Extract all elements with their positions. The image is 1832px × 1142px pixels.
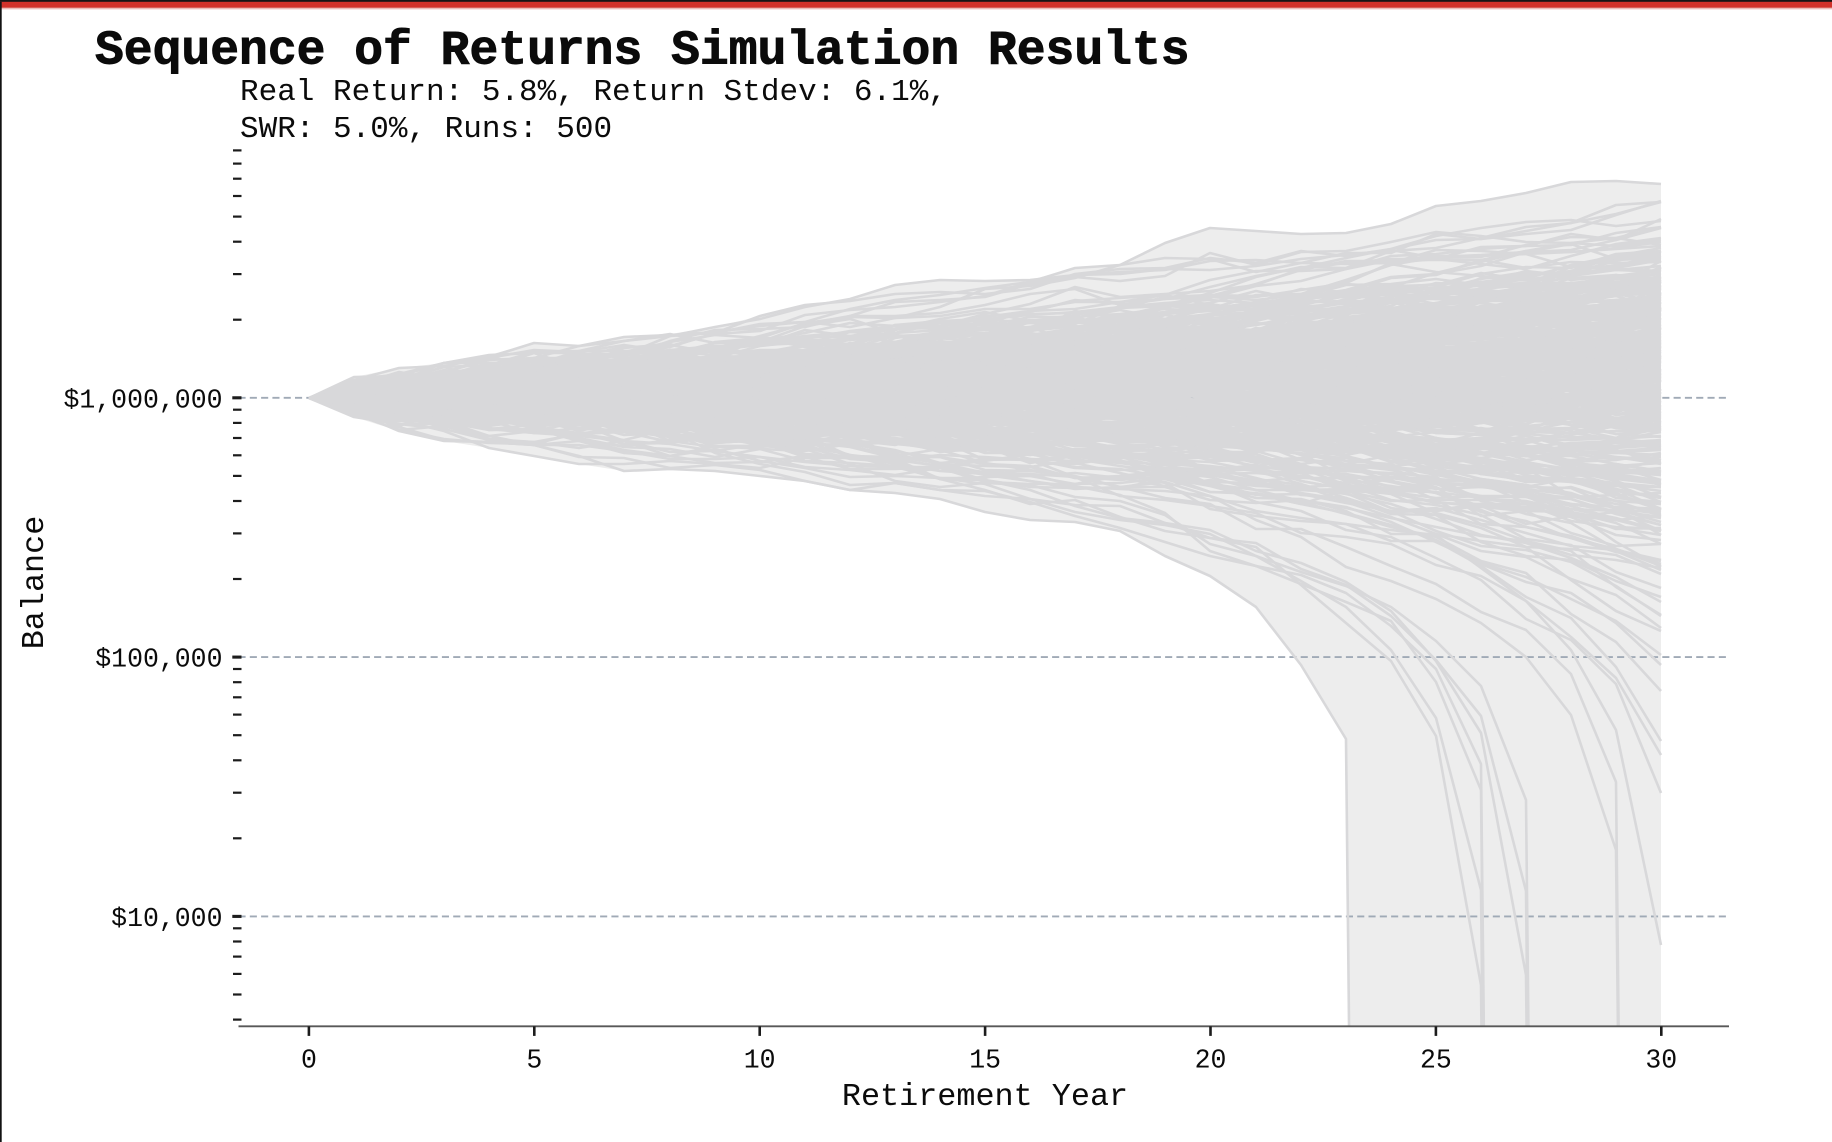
svg-text:15: 15 bbox=[969, 1046, 1001, 1076]
svg-text:Sequence of Returns Simulation: Sequence of Returns Simulation Results bbox=[95, 25, 1190, 79]
svg-text:5: 5 bbox=[526, 1046, 542, 1076]
svg-text:30: 30 bbox=[1645, 1046, 1677, 1076]
svg-text:$1,000,000: $1,000,000 bbox=[63, 385, 222, 415]
svg-text:0: 0 bbox=[301, 1046, 317, 1076]
svg-text:25: 25 bbox=[1420, 1046, 1452, 1076]
svg-text:$100,000: $100,000 bbox=[95, 645, 222, 675]
svg-text:SWR: 5.0%, Runs: 500: SWR: 5.0%, Runs: 500 bbox=[240, 112, 612, 147]
svg-text:Real Return: 5.8%, Return Stde: Real Return: 5.8%, Return Stdev: 6.1%, bbox=[240, 75, 947, 110]
svg-text:$10,000: $10,000 bbox=[111, 904, 222, 934]
svg-text:10: 10 bbox=[744, 1046, 776, 1076]
svg-text:Retirement Year: Retirement Year bbox=[842, 1079, 1128, 1115]
svg-text:Balance: Balance bbox=[17, 516, 53, 650]
svg-text:20: 20 bbox=[1195, 1046, 1227, 1076]
